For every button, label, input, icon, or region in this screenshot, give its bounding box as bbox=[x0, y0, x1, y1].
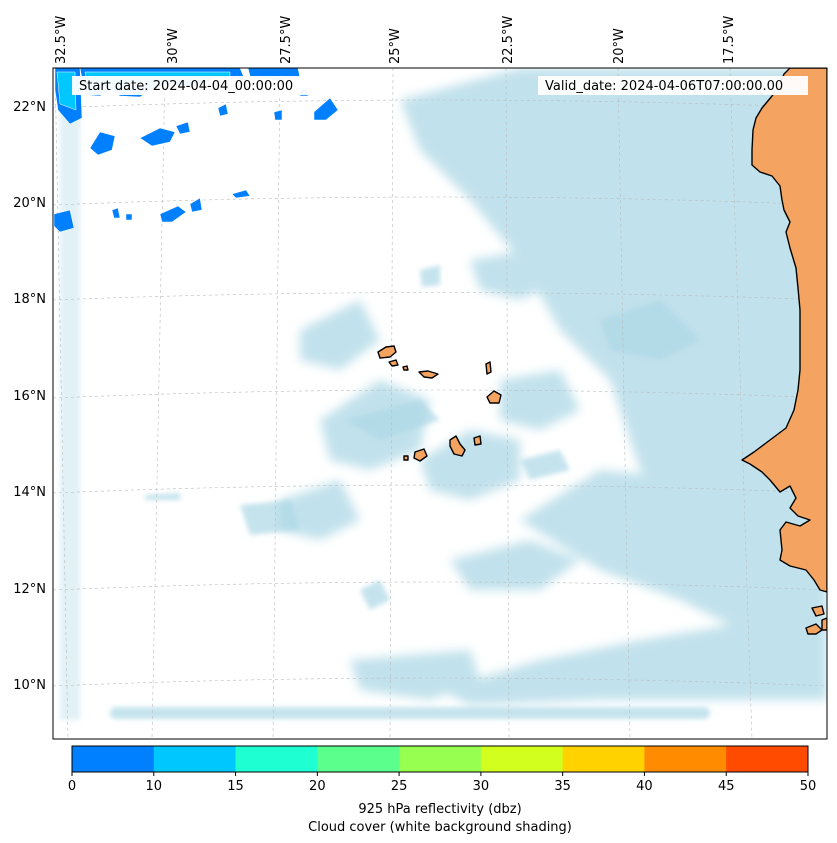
colorbar-tick-label: 25 bbox=[391, 779, 408, 794]
colorbar-blocks bbox=[72, 746, 809, 772]
colorbar-label: 925 hPa reflectivity (dbz) bbox=[358, 802, 521, 817]
west-africa-coast bbox=[741, 68, 827, 593]
start-date-box bbox=[72, 76, 316, 95]
island-fogo bbox=[413, 448, 428, 462]
colorbar-tick-label: 20 bbox=[309, 779, 326, 794]
island-brava bbox=[403, 455, 409, 461]
graticule bbox=[53, 68, 827, 739]
lon-label: 17.5°W bbox=[722, 16, 737, 64]
colorbar-tick-label: 40 bbox=[636, 779, 653, 794]
island-sao-vicente bbox=[388, 359, 399, 367]
colorbar-block bbox=[399, 746, 482, 772]
colorbar-sublabel: Cloud cover (white background shading) bbox=[308, 820, 572, 835]
start-date-text: Start date: 2024-04-04_00:00:00 bbox=[79, 79, 293, 94]
lon-label: 22.5°W bbox=[501, 16, 516, 64]
lat-label: 12°N bbox=[13, 582, 46, 597]
colorbar-block bbox=[726, 746, 809, 772]
colorbar-tick-label: 50 bbox=[800, 779, 817, 794]
colorbar-block bbox=[562, 746, 645, 772]
lat-labels: 22°N 20°N 18°N 16°N 14°N 12°N 10°N bbox=[13, 100, 46, 693]
lon-label: 32.5°W bbox=[54, 16, 69, 64]
lat-label: 14°N bbox=[13, 485, 46, 500]
colorbar-frame bbox=[71, 745, 809, 773]
colorbar-block bbox=[480, 746, 564, 772]
colorbar-block bbox=[317, 746, 400, 772]
valid-date-box bbox=[538, 76, 808, 95]
colorbar-tick-label: 30 bbox=[473, 779, 490, 794]
land-layer bbox=[377, 68, 827, 635]
island-sao-nicolau bbox=[418, 370, 439, 379]
lat-label: 18°N bbox=[13, 292, 46, 307]
valid-date-text: Valid_date: 2024-04-06T07:00:00.00 bbox=[545, 79, 783, 94]
island-sal bbox=[485, 361, 492, 375]
map-frame bbox=[52, 67, 828, 740]
lon-label: 27.5°W bbox=[279, 16, 294, 64]
colorbar-tick-label: 15 bbox=[227, 779, 244, 794]
island-boa-vista bbox=[486, 390, 502, 404]
colorbar-ticks: 0 10 15 20 25 30 35 40 45 50 bbox=[68, 772, 816, 794]
island-maio bbox=[473, 435, 482, 446]
lon-labels: 32.5°W 30°W 27.5°W 25°W 22.5°W 20°W 17.5… bbox=[54, 16, 737, 64]
lon-label: 20°W bbox=[612, 28, 627, 64]
colorbar-block bbox=[72, 746, 155, 772]
island-santa-luzia bbox=[402, 365, 409, 371]
lat-label: 10°N bbox=[13, 678, 46, 693]
lat-label: 20°N bbox=[13, 196, 46, 211]
colorbar: 0 10 15 20 25 30 35 40 45 50 925 hPa reflectivity… bbox=[68, 745, 816, 835]
colorbar-tick-label: 35 bbox=[554, 779, 571, 794]
colorbar-block bbox=[153, 746, 237, 772]
lon-label: 25°W bbox=[388, 28, 403, 64]
colorbar-tick-label: 45 bbox=[718, 779, 735, 794]
colorbar-block bbox=[235, 746, 318, 772]
lon-label: 30°W bbox=[166, 28, 181, 64]
island-santo-antao bbox=[377, 345, 397, 359]
colorbar-tick-label: 0 bbox=[68, 779, 76, 794]
island-santiago bbox=[449, 435, 466, 457]
lat-label: 16°N bbox=[13, 389, 46, 404]
colorbar-tick-label: 10 bbox=[146, 779, 163, 794]
colorbar-block bbox=[644, 746, 727, 772]
lat-label: 22°N bbox=[13, 100, 46, 115]
